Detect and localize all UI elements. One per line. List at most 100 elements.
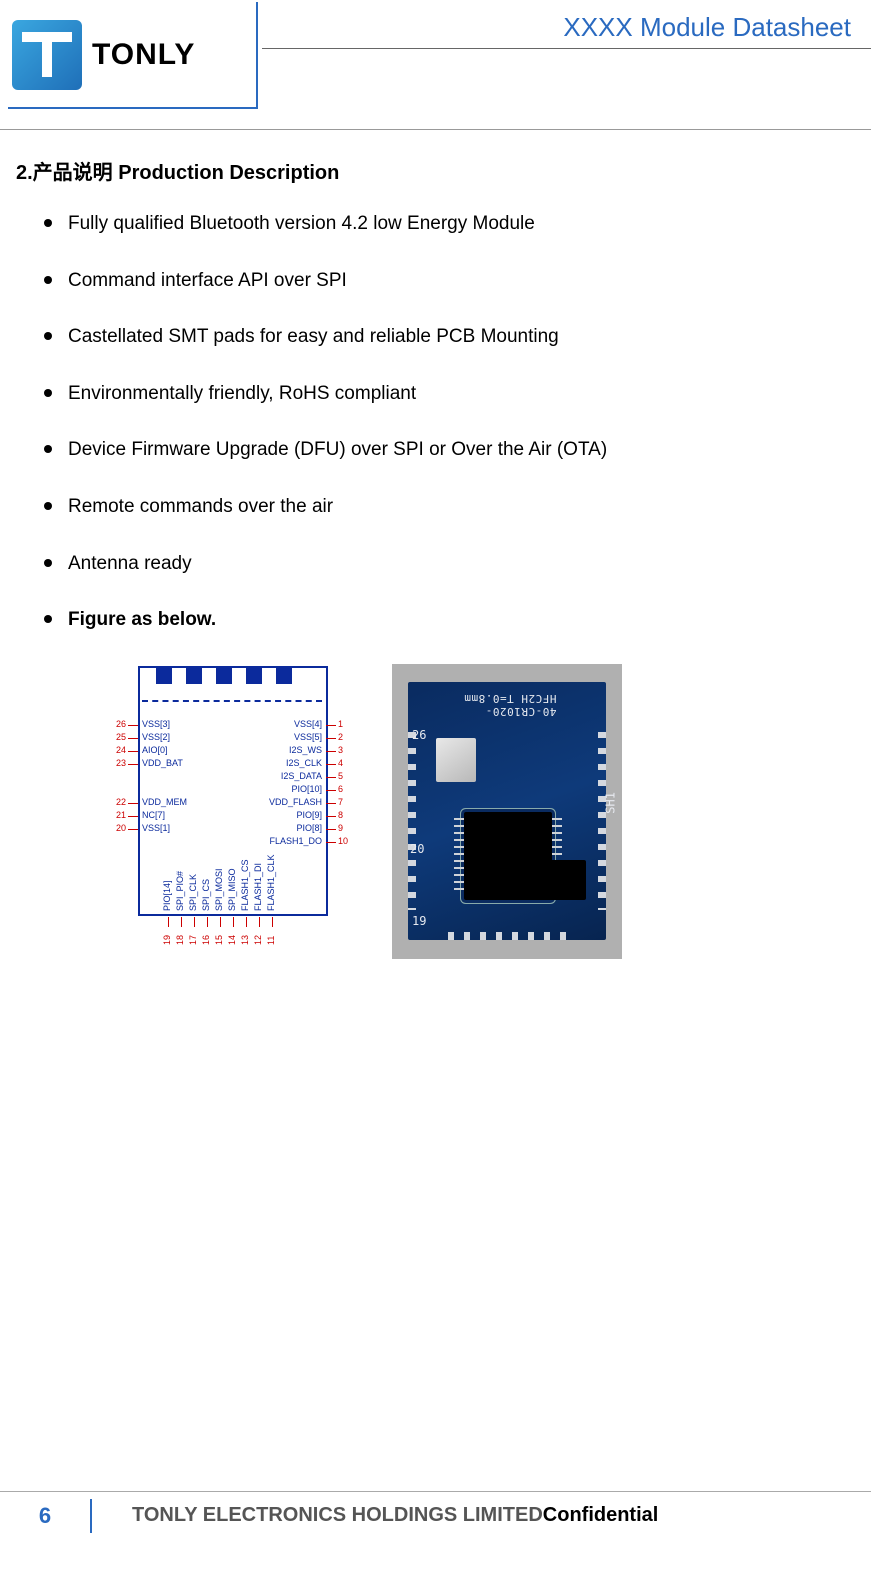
pin-label: VDD_FLASH xyxy=(269,796,322,809)
pin-label: FLASH1_DI xyxy=(253,863,263,911)
list-item: Command interface API over SPI xyxy=(68,268,855,295)
pin-number: 18 xyxy=(175,935,185,945)
pin-number: 13 xyxy=(240,935,250,945)
pin-label: VSS[2] xyxy=(142,731,183,744)
pin-number: 12 xyxy=(253,935,263,945)
list-item: Antenna ready xyxy=(68,551,855,578)
pcb-label-sh1: SH1 xyxy=(604,792,618,814)
pin-label: I2S_WS xyxy=(269,744,322,757)
pin-number: 1 xyxy=(338,718,360,731)
pcb-castellations-right xyxy=(598,732,606,910)
pin-tick xyxy=(326,738,336,739)
pin-right-nums: 1 2 3 4 5 6 7 8 9 10 xyxy=(338,718,360,848)
list-item: Remote commands over the air xyxy=(68,494,855,521)
pin-label: PIO[8] xyxy=(269,822,322,835)
figures-row: VSS[3] VSS[2] AIO[0] VDD_BAT 26 25 24 23… xyxy=(16,664,855,959)
pin-tick xyxy=(220,917,221,927)
pin-number: 23 xyxy=(104,757,126,770)
footer-company: TONLY ELECTRONICS HOLDINGS LIMITED xyxy=(132,1504,543,1526)
pin-tick xyxy=(326,842,336,843)
pin-number: 7 xyxy=(338,796,360,809)
pin-right-labels: VSS[4] VSS[5] I2S_WS I2S_CLK I2S_DATA PI… xyxy=(269,718,322,848)
list-item: Castellated SMT pads for easy and reliab… xyxy=(68,324,855,351)
pin-label: FLASH1_DO xyxy=(269,835,322,848)
antenna-notches xyxy=(138,666,328,700)
page-number: 6 xyxy=(0,1503,90,1529)
pin-tick xyxy=(181,917,182,927)
pin-tick xyxy=(326,725,336,726)
pin-number: 3 xyxy=(338,744,360,757)
pin-label: PIO[10] xyxy=(269,783,322,796)
pin-label: I2S_DATA xyxy=(269,770,322,783)
pin-label: AIO[0] xyxy=(142,744,183,757)
list-item: Fully qualified Bluetooth version 4.2 lo… xyxy=(68,211,855,238)
pin-tick xyxy=(246,917,247,927)
page-header: TONLY XXXX Module Datasheet xyxy=(0,0,871,130)
pin-label: PIO[14] xyxy=(162,880,172,911)
pin-label: VDD_BAT xyxy=(142,757,183,770)
logo-text: TONLY xyxy=(92,38,195,72)
pin-tick xyxy=(194,917,195,927)
pin-number: 14 xyxy=(227,935,237,945)
pin-number: 21 xyxy=(104,809,126,822)
pin-number: 26 xyxy=(104,718,126,731)
pin-number: 10 xyxy=(338,835,360,848)
tonly-logo-icon xyxy=(12,20,82,90)
pinout-diagram: VSS[3] VSS[2] AIO[0] VDD_BAT 26 25 24 23… xyxy=(102,664,362,959)
pin-number: 19 xyxy=(162,935,172,945)
pin-label: FLASH1_CLK xyxy=(266,854,276,911)
pin-label: SPI_MISO xyxy=(227,868,237,911)
pcb-pin-26: 26 xyxy=(412,728,426,742)
pin-number: 20 xyxy=(104,822,126,835)
pcb-silkscreen-top: 40-CR1020-HFC2H T=0.8mm xyxy=(458,692,557,718)
pin-label: VSS[5] xyxy=(269,731,322,744)
pin-tick xyxy=(259,917,260,927)
pin-number: 15 xyxy=(214,935,224,945)
pin-number: 2 xyxy=(338,731,360,744)
pin-left-labels-2: VDD_MEM NC[7] VSS[1] xyxy=(142,796,187,835)
pin-tick xyxy=(128,725,138,726)
pcb-castellations-left xyxy=(408,732,416,910)
pcb-main-ic xyxy=(464,812,552,900)
pin-label: VDD_MEM xyxy=(142,796,187,809)
list-item: Figure as below. xyxy=(68,607,855,634)
pin-number: 25 xyxy=(104,731,126,744)
pin-number: 16 xyxy=(201,935,211,945)
pin-tick xyxy=(128,738,138,739)
pin-tick xyxy=(326,816,336,817)
pin-label: SPI_CS xyxy=(201,879,211,911)
pcb-castellations-bottom xyxy=(448,932,566,940)
pin-number: 9 xyxy=(338,822,360,835)
pin-label: SPI_PIO# xyxy=(175,871,185,911)
pin-label: VSS[1] xyxy=(142,822,187,835)
pin-number: 5 xyxy=(338,770,360,783)
pin-tick xyxy=(326,764,336,765)
pin-number: 17 xyxy=(188,935,198,945)
pin-tick xyxy=(128,751,138,752)
pin-left-nums-2: 22 21 20 xyxy=(104,796,126,835)
pin-left-nums-1: 26 25 24 23 xyxy=(104,718,126,770)
footer-confidential: Confidential xyxy=(543,1504,659,1526)
pin-tick xyxy=(326,829,336,830)
pin-left-labels-1: VSS[3] VSS[2] AIO[0] VDD_BAT xyxy=(142,718,183,770)
pin-tick xyxy=(326,790,336,791)
pin-tick xyxy=(128,829,138,830)
pin-tick xyxy=(326,777,336,778)
pin-tick xyxy=(207,917,208,927)
pin-number: 22 xyxy=(104,796,126,809)
logo-block: TONLY xyxy=(8,2,258,109)
pcb-pin-20: 20 xyxy=(410,842,424,856)
header-rule xyxy=(262,48,871,49)
pin-tick xyxy=(326,803,336,804)
pin-label: FLASH1_CS xyxy=(240,859,250,911)
pin-number: 11 xyxy=(266,935,276,944)
pin-number: 4 xyxy=(338,757,360,770)
pin-tick xyxy=(272,917,273,927)
pin-tick xyxy=(233,917,234,927)
pin-label: NC[7] xyxy=(142,809,187,822)
pin-number: 8 xyxy=(338,809,360,822)
content-area: 2.产品说明 Production Description Fully qual… xyxy=(0,130,871,959)
pcb-pin-19: 19 xyxy=(412,914,426,928)
pin-label: SPI_MOSI xyxy=(214,868,224,911)
pin-tick xyxy=(128,816,138,817)
